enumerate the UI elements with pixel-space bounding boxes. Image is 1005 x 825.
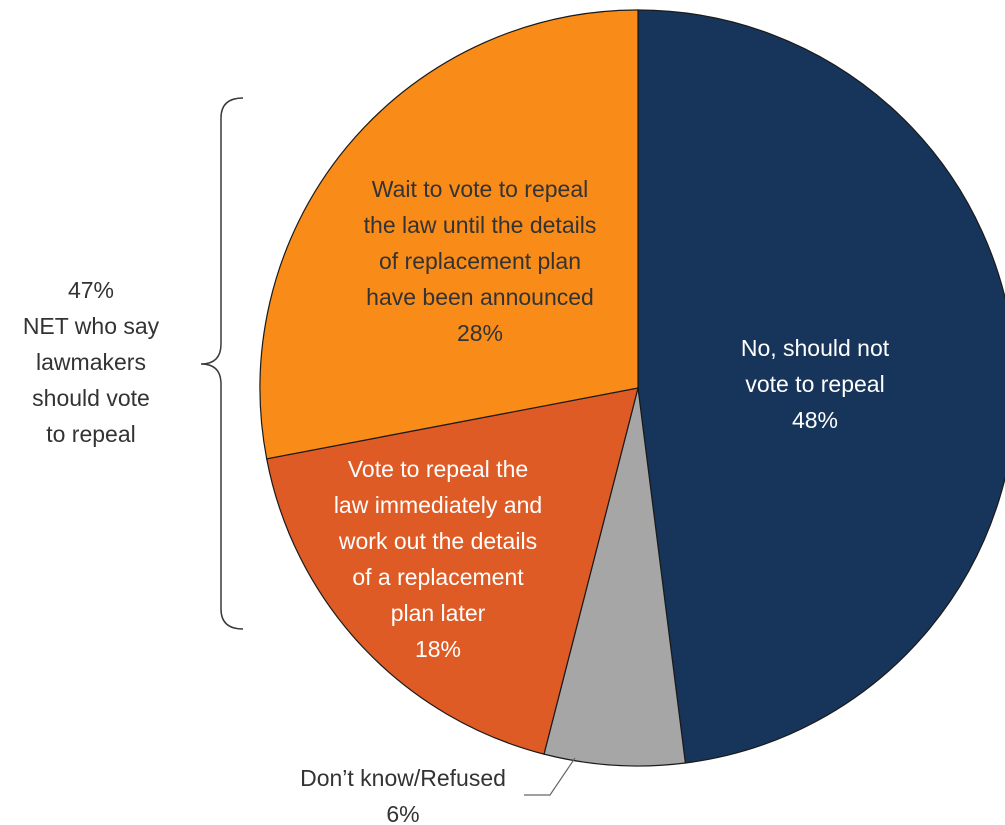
slice-label-line: 48%	[792, 407, 838, 433]
slice-label-line: have been announced	[366, 284, 594, 310]
net-annotation-line: lawmakers	[36, 349, 146, 375]
slice-label-line: of a replacement	[352, 564, 524, 590]
net-bracket	[200, 97, 244, 630]
net-annotation-line: NET who say	[23, 313, 160, 339]
slice-label-vote-to-repeal-the-law-immediately-and-w: Vote to repeal the law immediately and wor…	[334, 456, 542, 662]
slice-labels: No, should not vote to repeal 48% Don’t kno…	[300, 176, 890, 825]
slice-label-line: No, should not	[741, 335, 890, 361]
pie-slice-no-should-not-vote-to-repeal	[637, 9, 1005, 764]
slice-label-line: law immediately and	[334, 492, 542, 518]
slice-label-don-t-know-refused: Don’t know/Refused 6%	[300, 765, 506, 825]
slice-label-line: 28%	[457, 320, 503, 346]
net-annotation-line: 47%	[68, 277, 114, 303]
pie-slices	[259, 9, 1005, 767]
slice-label-line: vote to repeal	[745, 371, 884, 397]
slice-label-line: work out the details	[338, 528, 537, 554]
slice-label-wait-to-vote-to-repeal-the-law-until-the: Wait to vote to repeal the law until the …	[364, 176, 597, 346]
slice-label-line: Wait to vote to repeal	[372, 176, 588, 202]
net-annotation-line: should vote	[32, 385, 150, 411]
slice-label-line: plan later	[391, 600, 486, 626]
refused-leader-line	[524, 757, 576, 796]
slice-label-no-should-not-vote-to-repeal: No, should not vote to repeal 48%	[741, 335, 890, 433]
slice-label-line: Vote to repeal the	[348, 456, 528, 482]
net-annotation-text: 47% NET who say lawmakers should vote to rep…	[23, 277, 160, 447]
pie-slice-wait-to-vote-to-repeal-the-law-until-the	[259, 9, 639, 460]
pie-slice-don-t-know-refused	[543, 387, 687, 767]
pie-slice-vote-to-repeal-the-law-immediately-and-w	[265, 387, 639, 755]
slice-label-line: the law until the details	[364, 212, 597, 238]
slice-label-line: 6%	[386, 801, 419, 825]
slice-label-line: of replacement plan	[379, 248, 581, 274]
slice-label-line: Don’t know/Refused	[300, 765, 506, 791]
slice-label-line: 18%	[415, 636, 461, 662]
net-annotation: 47% NET who say lawmakers should vote to rep…	[23, 97, 244, 630]
net-annotation-line: to repeal	[46, 421, 136, 447]
